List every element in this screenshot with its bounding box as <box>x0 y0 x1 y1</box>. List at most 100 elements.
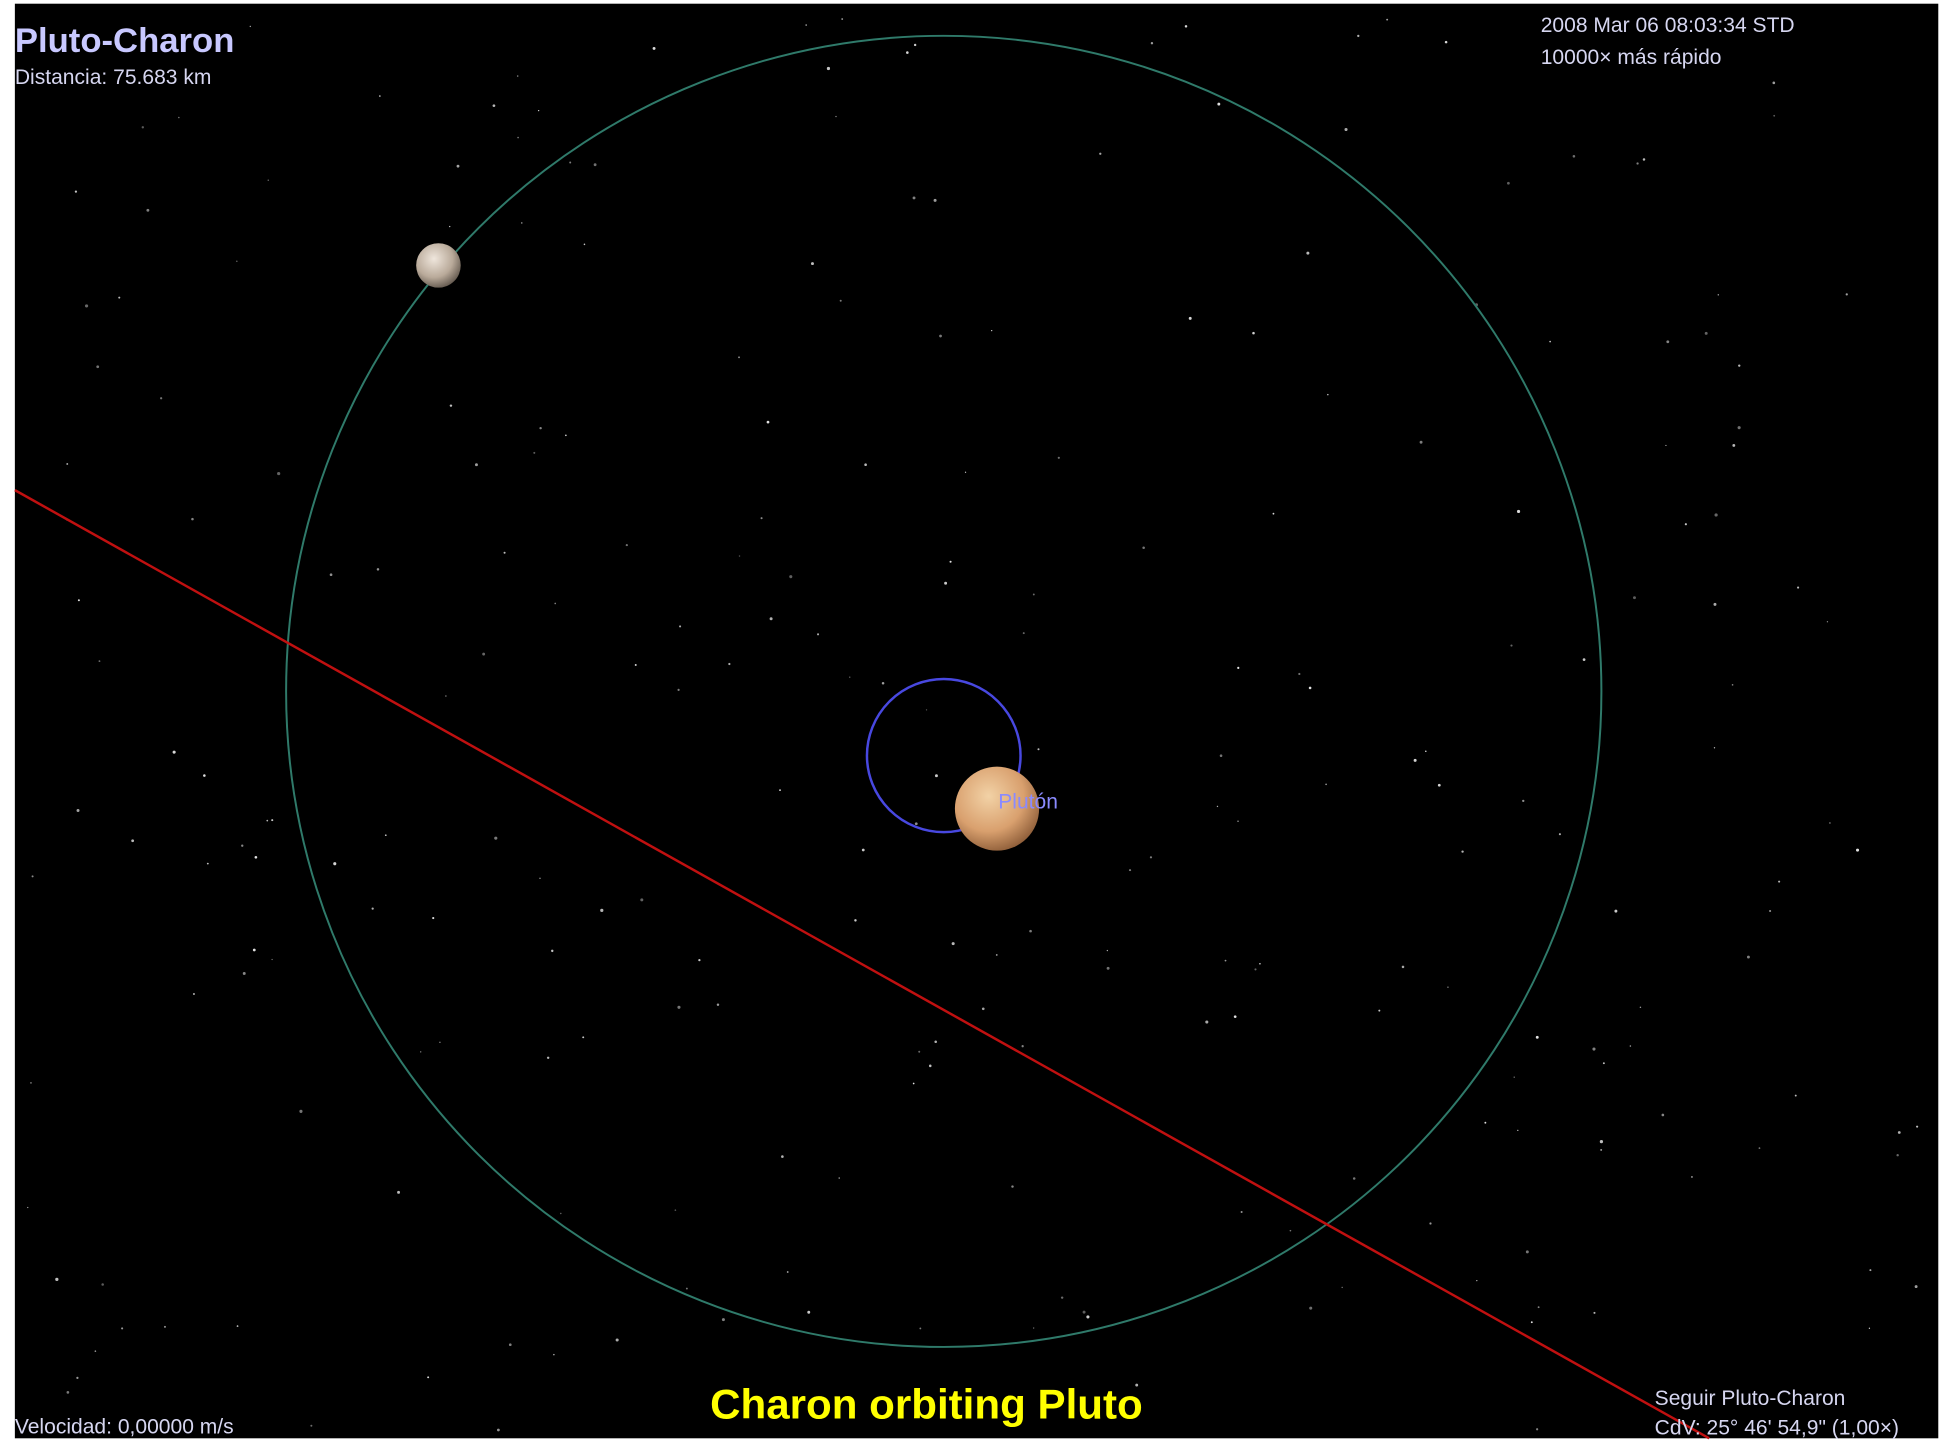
star <box>1772 82 1775 85</box>
star <box>76 1377 78 1379</box>
star <box>1341 1287 1342 1288</box>
star <box>131 839 134 842</box>
star <box>728 663 730 665</box>
star <box>1517 1130 1518 1131</box>
star <box>1636 162 1638 164</box>
star <box>679 625 681 627</box>
star <box>1273 513 1275 515</box>
star <box>767 421 770 424</box>
time-rate: 10000× más rápido <box>1541 46 1722 69</box>
star <box>207 863 209 865</box>
star <box>475 463 478 466</box>
star <box>379 95 381 97</box>
star <box>445 695 447 697</box>
star <box>1643 158 1646 160</box>
star <box>1559 833 1561 835</box>
star <box>1185 25 1188 27</box>
star <box>299 1110 302 1113</box>
star <box>626 544 628 546</box>
star <box>1061 1296 1063 1298</box>
viewport <box>15 4 1938 1439</box>
star <box>840 300 842 302</box>
star <box>1142 547 1145 550</box>
star <box>653 47 656 50</box>
star <box>538 110 539 111</box>
star <box>1536 1428 1538 1430</box>
star <box>191 518 194 521</box>
star <box>761 517 763 519</box>
star <box>178 117 180 119</box>
star <box>509 1343 512 1346</box>
star <box>95 1350 97 1352</box>
star <box>497 1429 500 1432</box>
star <box>722 1318 725 1321</box>
star <box>787 1271 789 1273</box>
star <box>1086 1315 1089 1318</box>
star <box>1290 1230 1292 1232</box>
star <box>582 1036 584 1038</box>
star <box>914 44 916 46</box>
star <box>236 260 238 262</box>
star <box>738 356 740 358</box>
star <box>817 633 819 635</box>
star <box>1011 1185 1013 1187</box>
star <box>78 599 80 601</box>
star <box>118 297 120 299</box>
star <box>1037 748 1039 750</box>
star <box>950 561 952 563</box>
star <box>77 809 80 812</box>
star <box>1107 967 1110 970</box>
star <box>600 909 603 912</box>
star <box>1769 910 1771 912</box>
star <box>1600 1149 1602 1151</box>
star <box>1099 153 1101 155</box>
star <box>450 404 452 406</box>
star <box>1225 960 1227 962</box>
star <box>164 1326 166 1328</box>
star <box>250 26 251 27</box>
charon[interactable] <box>416 243 461 287</box>
star <box>1846 293 1848 295</box>
star <box>929 1065 932 1068</box>
star <box>584 244 586 246</box>
star <box>1189 317 1192 320</box>
star <box>277 472 280 475</box>
star <box>271 959 272 960</box>
star <box>1151 42 1153 44</box>
star <box>553 1354 555 1356</box>
star <box>913 1083 915 1085</box>
star <box>1898 1131 1901 1134</box>
star <box>85 304 88 307</box>
star <box>160 397 162 399</box>
star <box>1429 1222 1431 1224</box>
star <box>427 1376 429 1378</box>
star <box>1732 684 1734 686</box>
star <box>781 1155 784 1158</box>
star <box>271 819 273 821</box>
star <box>1640 1007 1641 1008</box>
star <box>1633 596 1636 599</box>
star <box>1033 1327 1034 1328</box>
star <box>397 1191 400 1194</box>
star <box>1298 673 1300 675</box>
star <box>482 653 485 656</box>
star <box>919 1327 921 1329</box>
star <box>677 1006 680 1009</box>
star <box>1691 1176 1693 1178</box>
star <box>377 568 380 570</box>
star <box>594 163 597 166</box>
star <box>333 862 336 865</box>
page: {"header": {"title": "Pluto-Charon", "di… <box>0 0 1942 1442</box>
star <box>517 137 519 139</box>
star <box>1107 950 1108 951</box>
star <box>1484 1122 1486 1124</box>
datetime: 2008 Mar 06 08:03:34 STD <box>1541 14 1795 37</box>
star <box>849 677 850 678</box>
star <box>99 660 101 662</box>
star <box>330 573 333 576</box>
velocity: Velocidad: 0,00000 m/s <box>15 1415 234 1438</box>
star <box>1252 332 1255 335</box>
star <box>1829 822 1831 824</box>
star <box>1915 1285 1918 1288</box>
star <box>1476 1280 1477 1281</box>
